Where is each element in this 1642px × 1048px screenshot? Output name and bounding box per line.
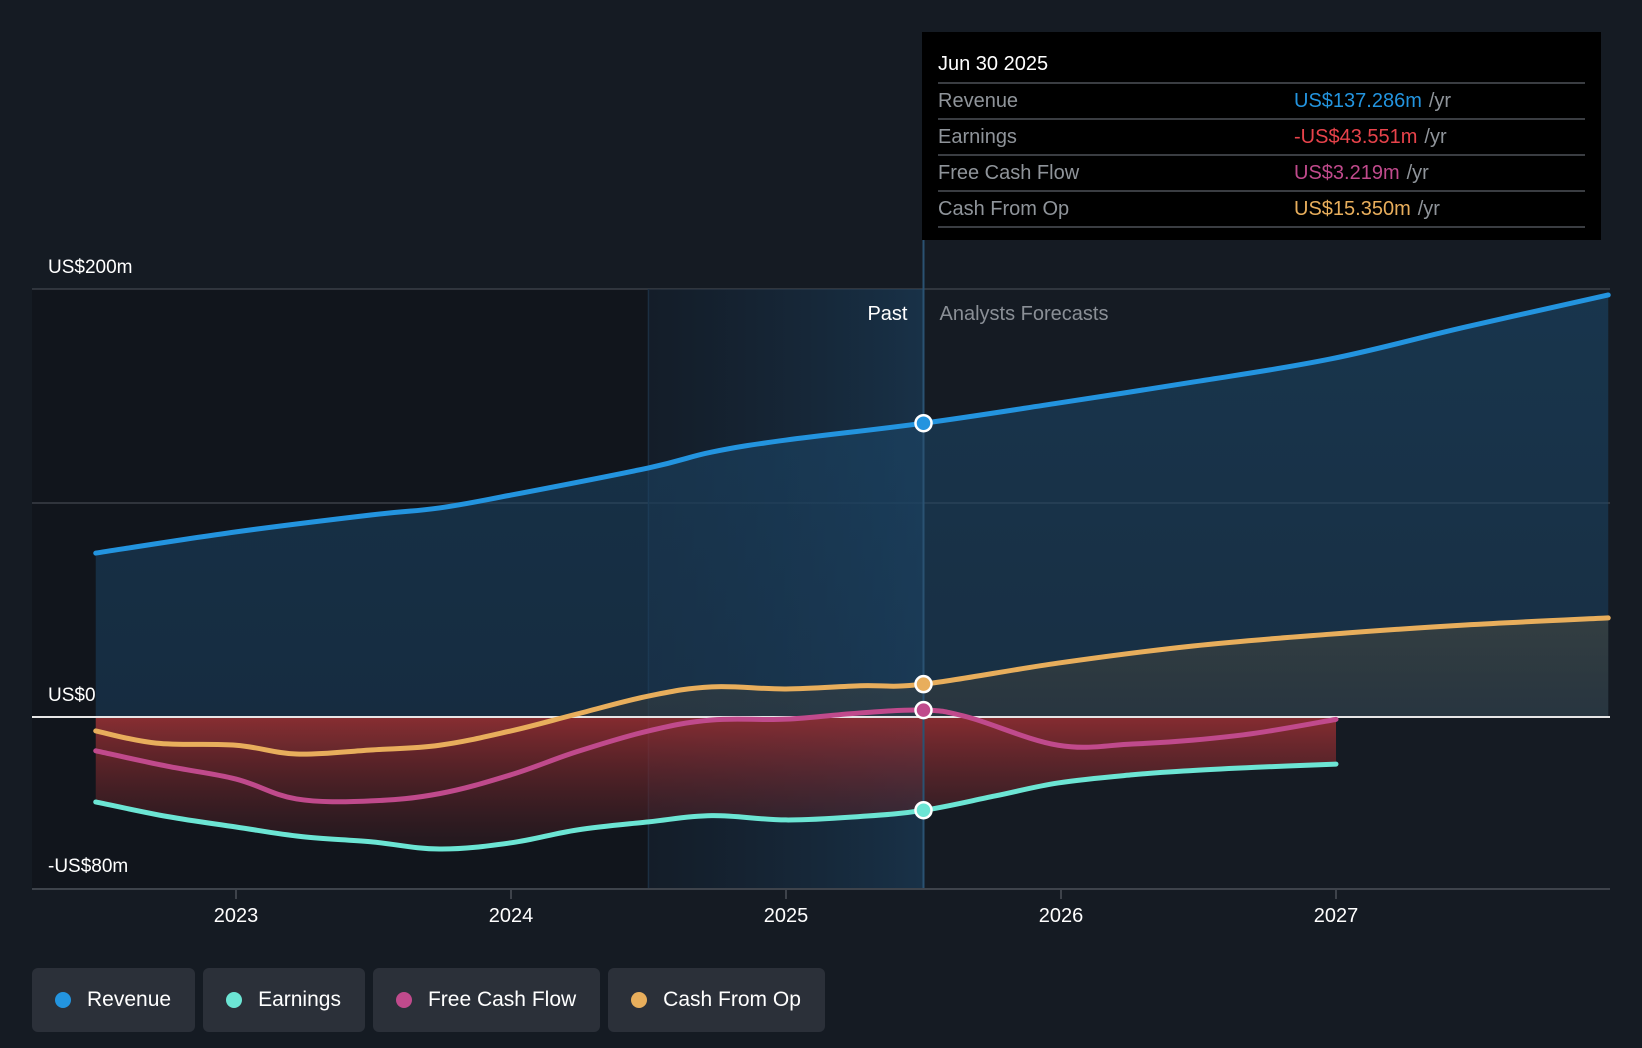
legend-label: Revenue (87, 988, 172, 1011)
free-cash-flow-point[interactable] (914, 700, 933, 720)
tooltip-label: Revenue (938, 90, 1019, 112)
tooltip: Jun 30 2025 Revenue US$137.286m /yr Earn… (922, 32, 1601, 240)
x-tick-label: 2026 (1039, 905, 1084, 927)
legend-label: Free Cash Flow (427, 988, 577, 1011)
past-label: Past (867, 303, 907, 325)
legend-item-earnings[interactable]: Earnings (203, 968, 365, 1032)
revenue-line (93, 292, 1611, 556)
legend-dot-icon (55, 992, 71, 1008)
legend-item-cash-from-op[interactable]: Cash From Op (608, 968, 825, 1032)
x-tick-label: 2027 (1314, 905, 1359, 927)
tooltip-label: Earnings (938, 126, 1017, 148)
tooltip-row-cash-from-op: Cash From Op US$15.350m /yr (938, 192, 1585, 228)
x-tick-label: 2025 (764, 905, 809, 927)
tooltip-unit: /yr (1417, 198, 1440, 220)
tooltip-row-free-cash-flow: Free Cash Flow US$3.219m /yr (938, 156, 1585, 192)
legend-label: Earnings (258, 988, 341, 1011)
x-axis: 2023 2024 2025 2026 2027 (32, 888, 1610, 927)
tooltip-unit: /yr (1406, 162, 1429, 184)
y-tick-label: US$200m (48, 257, 133, 278)
tooltip-date: Jun 30 2025 (938, 46, 1585, 84)
legend-item-revenue[interactable]: Revenue (32, 968, 196, 1032)
legend-dot-icon (631, 992, 648, 1008)
tooltip-label: Free Cash Flow (938, 162, 1080, 184)
tooltip-value: US$137.286m (1294, 90, 1422, 112)
revenue-area (95, 294, 1609, 717)
x-tick-label: 2024 (489, 905, 534, 927)
forecast-label: Analysts Forecasts (940, 303, 1109, 325)
tooltip-label: Cash From Op (938, 198, 1070, 220)
series-lines (93, 292, 1611, 852)
highlight-points (914, 413, 933, 820)
earnings-line (93, 761, 1339, 852)
legend-item-free-cash-flow[interactable]: Free Cash Flow (372, 968, 601, 1032)
cash-from-op-line (93, 615, 1611, 757)
tooltip-row-revenue: Revenue US$137.286m /yr (938, 84, 1585, 120)
earnings-point[interactable] (914, 800, 933, 820)
legend-label: Cash From Op (663, 988, 801, 1011)
tooltip-row-earnings: Earnings -US$43.551m /yr (938, 120, 1585, 156)
revenue-point[interactable] (914, 413, 933, 433)
y-axis-labels: US$200m US$0 -US$80m (48, 257, 133, 877)
tooltip-value: -US$43.551m (1294, 126, 1418, 148)
y-tick-label: -US$80m (48, 856, 128, 877)
legend-dot-icon (395, 992, 412, 1008)
tooltip-unit: /yr (1428, 90, 1452, 112)
cash-from-op-point[interactable] (914, 674, 933, 694)
legend: Revenue Earnings Free Cash Flow Cash Fro… (32, 968, 825, 1032)
tooltip-value: US$3.219m (1294, 162, 1400, 184)
tooltip-unit: /yr (1424, 126, 1447, 148)
legend-dot-icon (226, 992, 243, 1008)
x-tick-label: 2023 (214, 905, 259, 927)
tooltip-value: US$15.350m (1294, 198, 1411, 220)
free-cash-flow-line (93, 707, 1339, 805)
y-tick-label: US$0 (48, 685, 96, 706)
